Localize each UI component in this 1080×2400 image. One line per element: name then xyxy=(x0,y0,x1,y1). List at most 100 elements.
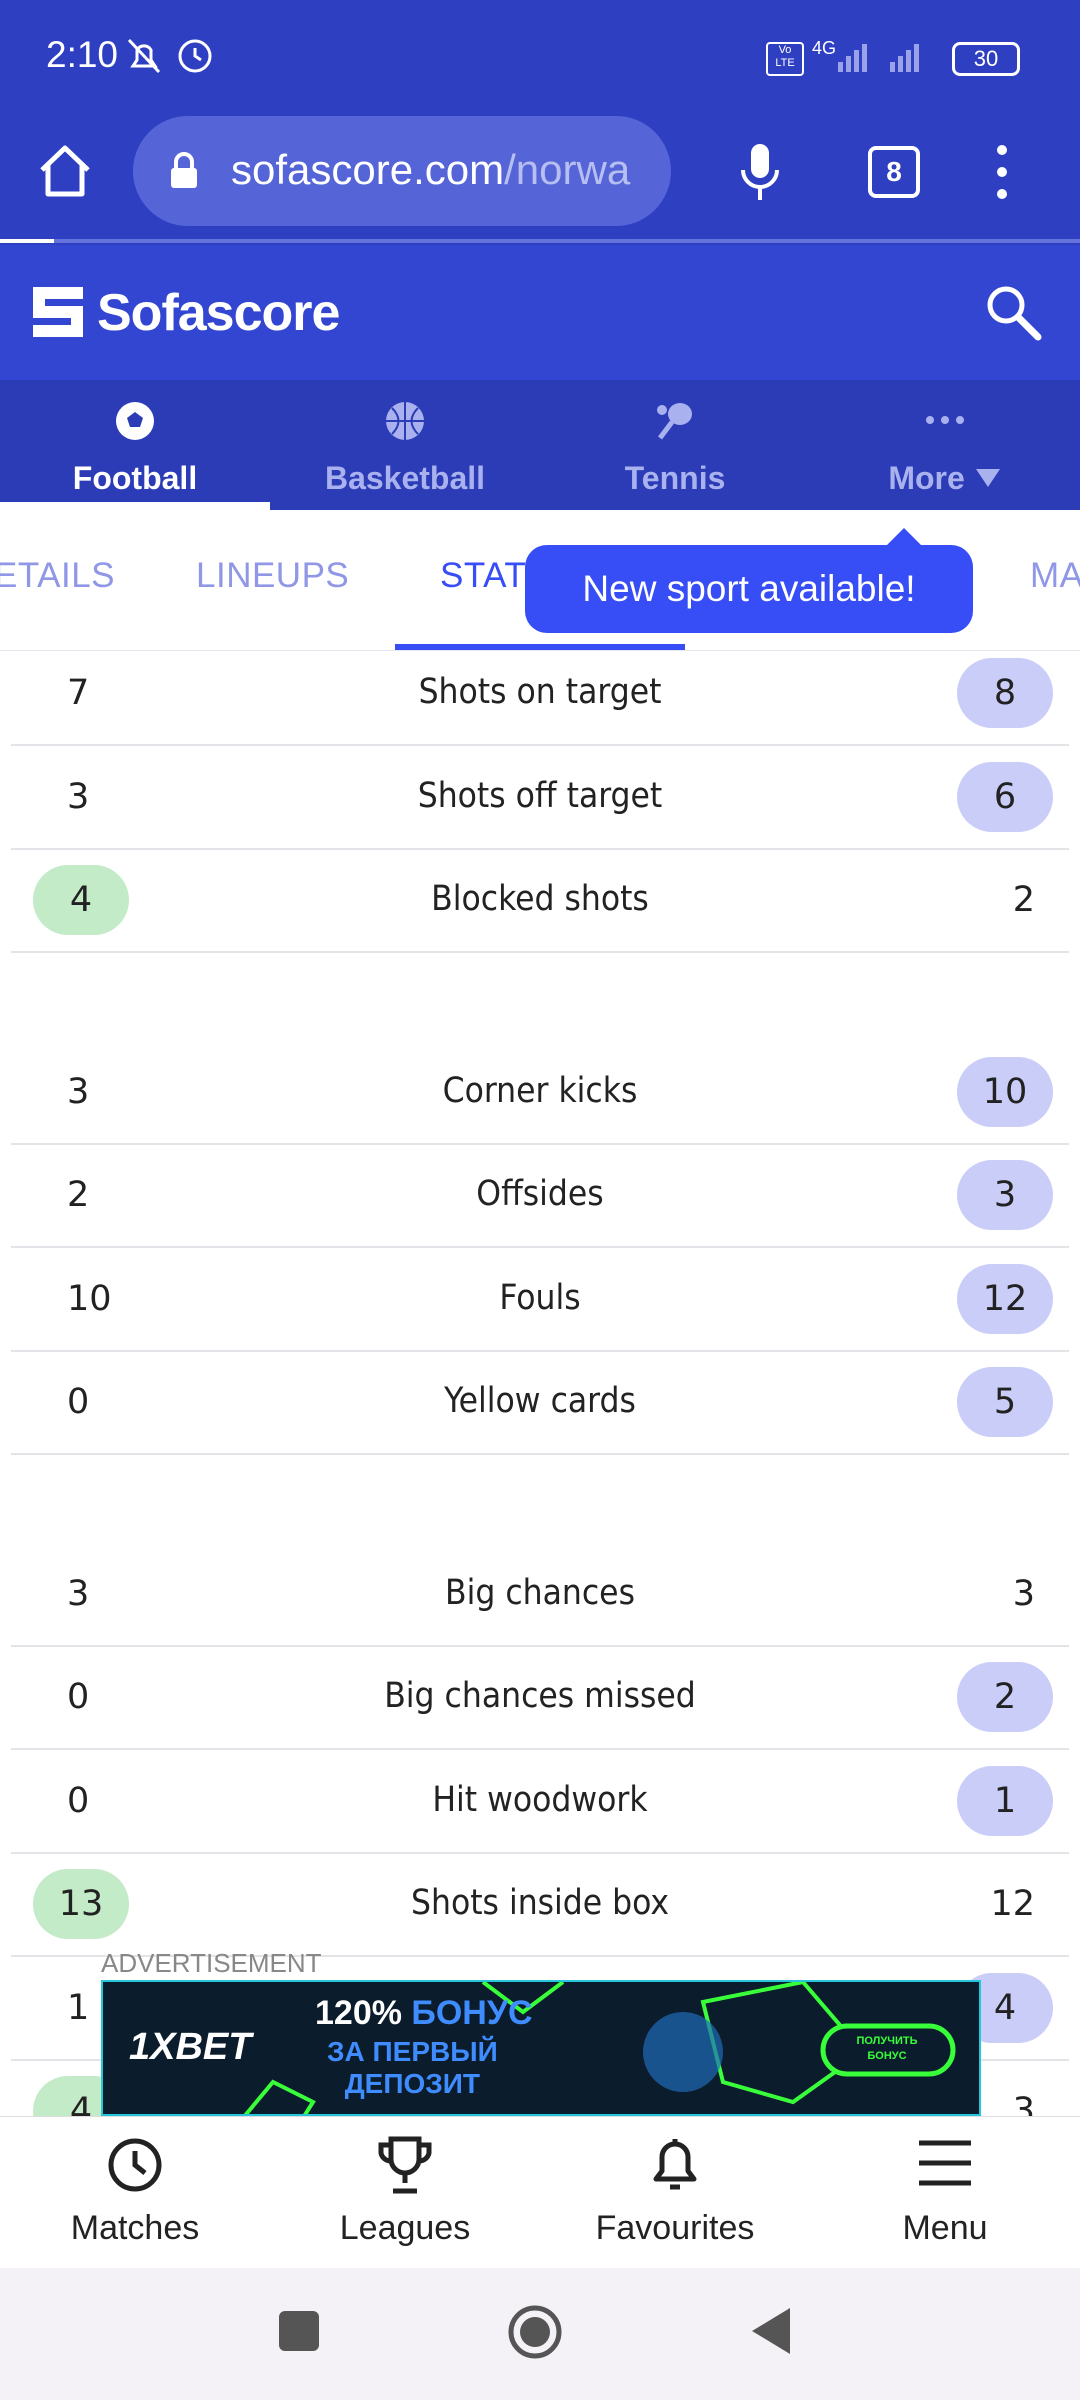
nav-item[interactable]: Favourites xyxy=(540,2117,810,2269)
stat-row: Corner kicks 3 10 xyxy=(11,1040,1069,1145)
away-value: 3 xyxy=(1012,2091,1035,2116)
home-value: 1 xyxy=(67,1987,90,2028)
nav-label: Matches xyxy=(70,2209,200,2247)
status-icons xyxy=(127,38,212,74)
mic-button[interactable] xyxy=(735,142,785,204)
nav-item[interactable]: Leagues xyxy=(270,2117,540,2269)
site-header: Sofascore xyxy=(0,245,1080,380)
away-value: 5 xyxy=(957,1367,1053,1437)
away-value: 1 xyxy=(957,1765,1053,1836)
away-value: 10 xyxy=(957,1056,1053,1127)
tooltip-arrow xyxy=(884,528,924,548)
home-value: 3 xyxy=(67,776,90,817)
clock: 2:10 xyxy=(46,34,119,75)
ad-button[interactable]: ПОЛУЧИТЬ БОНУС xyxy=(856,2035,918,2062)
network-type: 4G xyxy=(812,38,837,58)
stat-name: Fouls xyxy=(499,1277,581,1318)
stat-row: Big chances 3 3 xyxy=(11,1542,1069,1647)
stat-row: Big chances missed 0 2 xyxy=(11,1645,1069,1750)
football-icon xyxy=(116,402,154,440)
stat-name: Hit woodwork xyxy=(432,1779,648,1820)
favourites-icon xyxy=(653,2139,697,2190)
stat-row: Offsides 2 3 xyxy=(11,1143,1069,1248)
stat-name: Shots on target xyxy=(418,672,662,712)
stat-name: Corner kicks xyxy=(442,1070,638,1111)
stat-name: Yellow cards xyxy=(444,1381,636,1421)
sport-label-text: More xyxy=(888,460,965,496)
load-progress-track xyxy=(0,239,1080,243)
dropdown-arrow xyxy=(975,469,1000,487)
back-button[interactable] xyxy=(750,2306,792,2356)
nav-label: Favourites xyxy=(595,2209,755,2247)
leagues-icon xyxy=(378,2136,432,2194)
sport-label: Basketball xyxy=(324,460,486,496)
home-value: 2 xyxy=(67,1175,90,1215)
tennis-icon xyxy=(657,403,692,440)
stat-name: Shots off target xyxy=(417,775,663,816)
statistics-list: Shots on target 7 8 Shots off target 3 6 Block… xyxy=(0,650,1080,2116)
home-value: 0 xyxy=(67,1677,90,1717)
match-tab[interactable]: ETAILS xyxy=(0,556,116,595)
brand-name[interactable]: Sofascore xyxy=(97,284,340,342)
nav-label: Leagues xyxy=(339,2209,471,2247)
away-value: 2 xyxy=(957,1662,1053,1732)
sport-tab[interactable]: More xyxy=(810,380,1080,510)
system-nav xyxy=(0,2268,1080,2400)
away-value: 12 xyxy=(957,1263,1053,1334)
home-value: 10 xyxy=(67,1278,112,1319)
ad-banner[interactable]: 1XBET 120% БОНУС ЗА ПЕРВЫЙ ДЕПОЗИТ ПОЛУЧИ… xyxy=(101,1980,981,2116)
tab-count[interactable]: 8 xyxy=(868,146,920,198)
status-bar: 2:10 Vo LTE 4G 30 xyxy=(0,0,1080,112)
lock-icon xyxy=(171,152,197,188)
basketball-icon xyxy=(386,402,424,440)
active-indicator xyxy=(0,502,270,510)
away-value: 6 xyxy=(957,761,1053,832)
tooltip[interactable]: New sport available! xyxy=(525,545,973,633)
logo-mark xyxy=(33,287,83,337)
browser-menu[interactable] xyxy=(990,142,1014,202)
browser-bar: sofascore.com/norwa 8 xyxy=(0,112,1080,245)
url-host: sofascore.com xyxy=(231,146,505,193)
nav-label: Menu xyxy=(902,2209,988,2247)
stat-row: Yellow cards 0 5 xyxy=(11,1350,1069,1455)
url-bar[interactable]: sofascore.com/norwa xyxy=(133,116,671,226)
sport-label: Football xyxy=(72,460,198,496)
matches-icon xyxy=(108,2138,162,2192)
stat-name: Big chances xyxy=(445,1572,635,1613)
ad-subline: ЗА ПЕРВЫЙ ДЕПОЗИТ xyxy=(327,2036,498,2100)
volte-icon: Vo LTE xyxy=(766,42,804,76)
stat-name: Big chances missed xyxy=(384,1676,696,1716)
nav-item[interactable]: Matches xyxy=(0,2117,270,2269)
ad-label: ADVERTISEMENT xyxy=(101,1948,322,1978)
search-button[interactable] xyxy=(984,283,1044,343)
sport-tab[interactable]: Basketball xyxy=(270,380,540,510)
home-value: 4 xyxy=(33,865,129,935)
nav-item[interactable]: Menu xyxy=(810,2117,1080,2269)
ad-headline-number: 120% xyxy=(315,1994,402,2032)
home-value: 13 xyxy=(33,1869,129,1939)
stat-row: Shots off target 3 6 xyxy=(11,745,1069,850)
stat-name: Shots inside box xyxy=(410,1883,669,1923)
match-tab[interactable]: STAT xyxy=(440,556,527,595)
home-nav-button[interactable] xyxy=(507,2304,563,2360)
ad-headline-word: БОНУС xyxy=(411,1994,533,2032)
home-value: 3 xyxy=(67,1071,90,1112)
ad-graphics xyxy=(243,1982,956,2114)
more-icon xyxy=(926,416,964,424)
sport-tab[interactable]: Football xyxy=(0,380,270,510)
ad-brand: 1XBET xyxy=(129,2026,252,2068)
url-path: /norwa xyxy=(504,146,631,193)
recents-button[interactable] xyxy=(278,2310,320,2352)
active-tab-indicator xyxy=(395,644,685,650)
ad-subline-2: ДЕПОЗИТ xyxy=(344,2068,481,2099)
stat-row: Shots inside box 13 12 xyxy=(11,1852,1069,1957)
match-tab[interactable]: MA xyxy=(1030,556,1080,595)
stat-row: Shots on target 7 8 xyxy=(11,650,1069,746)
match-tab[interactable]: LINEUPS xyxy=(196,556,350,595)
home-button[interactable] xyxy=(36,142,94,200)
away-value: 12 xyxy=(990,1884,1035,1924)
home-value: 3 xyxy=(67,1573,90,1614)
home-value: 7 xyxy=(67,673,90,713)
sport-tab[interactable]: Tennis xyxy=(540,380,810,510)
